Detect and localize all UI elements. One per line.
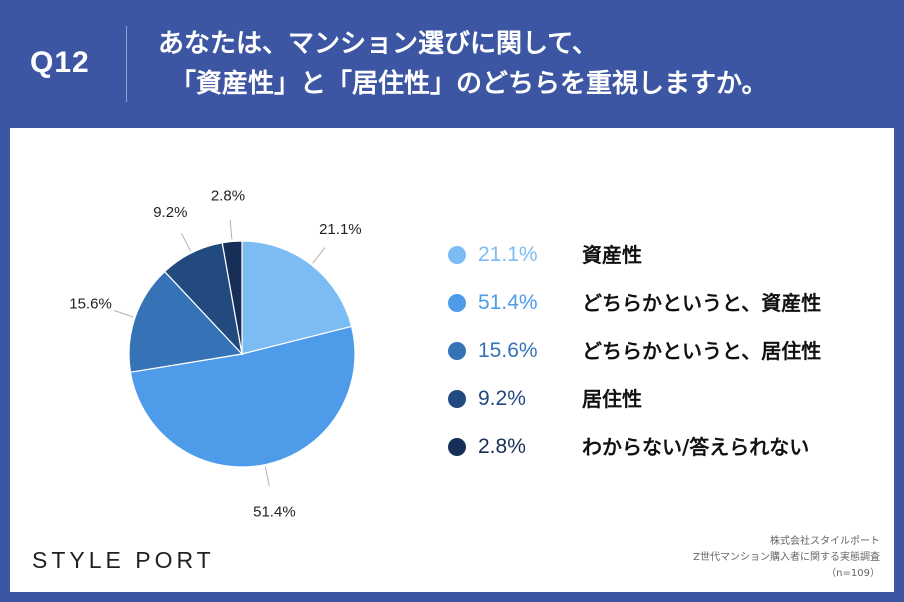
style-port-logo: STYLE PORT — [32, 547, 215, 573]
source-note: 株式会社スタイルポート Z世代マンション購入者に関する実態調査 （n=109） — [693, 534, 880, 582]
leader-line — [181, 233, 191, 252]
leader-line — [264, 466, 270, 487]
legend-value: 21.1% — [478, 243, 538, 266]
legend-label: わからない/答えられない — [582, 435, 810, 459]
data-label: 9.2% — [153, 204, 187, 221]
source-company: 株式会社スタイルポート — [770, 536, 880, 547]
source-survey: Z世代マンション購入者に関する実態調査 — [693, 552, 880, 563]
legend-item: 2.8% わからない/答えられない — [448, 432, 868, 462]
question-line-2: 「資産性」と「居住性」のどちらを重視しますか。 — [170, 69, 768, 99]
legend-value: 2.8% — [478, 435, 526, 458]
leader-line — [114, 310, 134, 318]
question-header: Q12 あなたは、マンション選びに関して、 「資産性」と「居住性」のどちらを重視… — [0, 0, 904, 128]
legend-label: 資産性 — [582, 243, 642, 267]
pie-slice — [221, 240, 243, 355]
legend-dot — [448, 246, 466, 264]
data-label: 2.8% — [211, 188, 245, 205]
data-label: 15.6% — [69, 295, 112, 312]
chart-card: 21.1% 51.4% 15.6% 9.2% 2.8% 21.1% 資産性 51.4% … — [10, 128, 894, 592]
legend-label: 居住性 — [582, 387, 642, 411]
legend-item: 21.1% 資産性 — [448, 240, 868, 270]
legend-item: 51.4% どちらかというと、資産性 — [448, 288, 868, 318]
pie-slices — [128, 240, 356, 468]
pie-labels: 21.1% 51.4% 15.6% 9.2% 2.8% — [69, 188, 361, 521]
pie-slice — [241, 240, 353, 355]
question-number: Q12 — [30, 46, 90, 79]
legend-dot — [448, 390, 466, 408]
legend-item: 15.6% どちらかというと、居住性 — [448, 336, 868, 366]
question-line-1: あなたは、マンション選びに関して、 — [158, 29, 598, 59]
question-text: あなたは、マンション選びに関して、 「資産性」と「居住性」のどちらを重視しますか… — [158, 24, 767, 104]
leader-line — [312, 247, 326, 264]
legend-item: 9.2% 居住性 — [448, 384, 868, 414]
data-label: 21.1% — [319, 221, 362, 238]
pie-slice — [129, 325, 356, 468]
legend-dot — [448, 294, 466, 312]
data-label: 51.4% — [253, 504, 296, 521]
legend-dot — [448, 342, 466, 360]
source-sample-size: （n=109） — [826, 568, 880, 579]
pie-leader-lines — [114, 219, 326, 487]
pie-chart: 21.1% 51.4% 15.6% 9.2% 2.8% — [69, 188, 361, 521]
legend-value: 15.6% — [478, 339, 538, 362]
legend-label: どちらかというと、資産性 — [582, 291, 822, 315]
pie-slice — [128, 270, 244, 373]
header-divider — [126, 26, 127, 102]
legend-dot — [448, 438, 466, 456]
legend-label: どちらかというと、居住性 — [582, 339, 822, 363]
legend-value: 9.2% — [478, 387, 526, 410]
leader-line — [229, 219, 233, 240]
legend-value: 51.4% — [478, 291, 538, 314]
